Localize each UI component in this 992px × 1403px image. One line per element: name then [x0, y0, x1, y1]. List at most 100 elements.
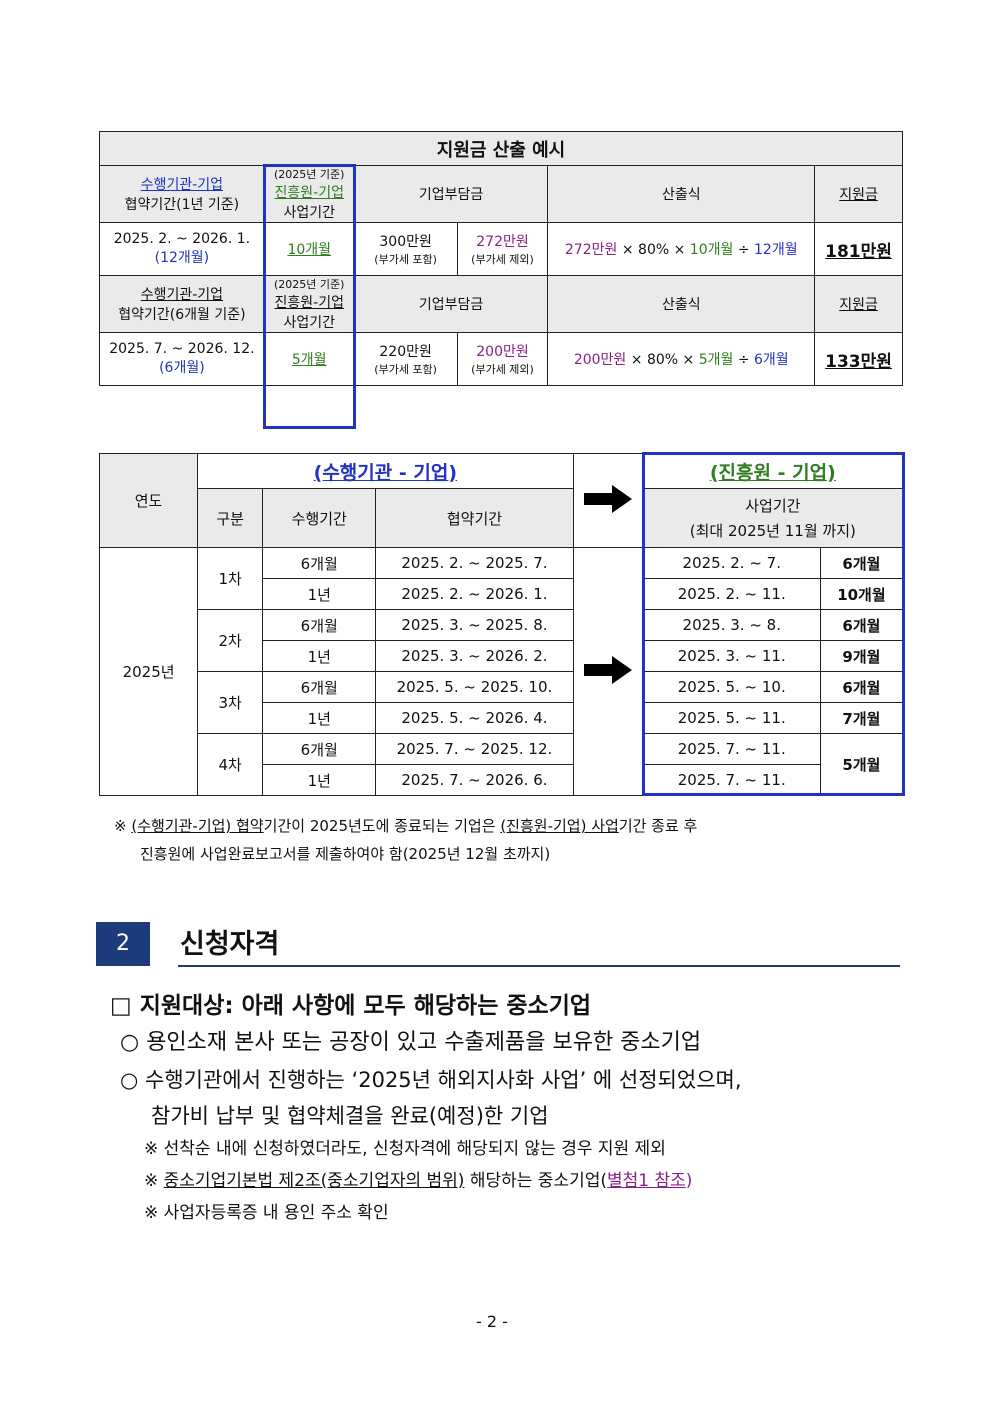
note-part1: (수행기관-기업) 협약 [131, 817, 264, 835]
header-group-right: (진흥원 - 기업) [642, 453, 904, 489]
header-biz-line1: (2025년 기준) [274, 278, 345, 291]
biz-cell: 2025. 2. ~ 11. [642, 578, 821, 610]
period-line1: 2025. 7. ~ 2026. 12. [109, 341, 255, 357]
biz-cell: 2025. 7. ~ 11. [642, 764, 821, 796]
header-contract: 협약기간 [375, 488, 574, 548]
header-biz-line2: 진흥원-기업 [274, 185, 344, 201]
formula-cell: 200만원 × 80% × 5개월 ÷ 6개월 [547, 332, 816, 386]
header-biz-line1: 사업기간 [745, 497, 801, 515]
header-support: 지원금 [814, 165, 903, 223]
support-amount: 181만원 [814, 222, 903, 276]
header-support: 지원금 [814, 275, 903, 333]
sub2-law-link: 중소기업기본법 제2조(중소기업자의 범위) [163, 1171, 465, 1191]
header-biz-period: (2025년 기준) 진흥원-기업 사업기간 [263, 275, 355, 333]
burden-incl-note: (부가세 포함) [374, 363, 437, 376]
section-divider [178, 965, 900, 967]
sub2-mark: ※ [144, 1171, 164, 1191]
sub2-close: ) [685, 1171, 693, 1191]
formula-biz-months: 10개월 [689, 242, 734, 258]
page-number: - 2 - [476, 1312, 508, 1331]
formula-divide: ÷ [733, 352, 755, 368]
header-contract-line2: 협약기간(1년 기준) [124, 197, 240, 213]
header-formula: 산출식 [547, 275, 816, 333]
burden-incl: 300만원 [379, 234, 432, 250]
burden-excl-cell: 200만원 (부가세 제외) [456, 332, 549, 386]
burden-excl-note: (부가세 제외) [471, 253, 534, 266]
biz-cell: 2025. 3. ~ 8. [642, 609, 821, 641]
burden-excl-note: (부가세 제외) [471, 363, 534, 376]
header-contract-line1: 수행기관-기업 [140, 177, 224, 193]
header-contract-period: 수행기관-기업 협약기간(6개월 기준) [99, 275, 265, 333]
biz-period-highlight [263, 164, 356, 429]
sub2-attachment-link: 별첨1 참조 [607, 1171, 686, 1191]
contract-cell: 2025. 7. ~ 2025. 12. [375, 733, 574, 765]
eligibility-heading: □ 지원대상: 아래 사항에 모두 해당하는 중소기업 [110, 993, 592, 1019]
section-number: 2 [96, 922, 150, 966]
formula-amount: 200만원 [573, 352, 627, 368]
formula-rate: × 80% × [617, 242, 690, 258]
formula-biz-months: 5개월 [698, 352, 734, 368]
header-biz-period: (2025년 기준) 진흥원-기업 사업기간 [263, 165, 355, 223]
biz-period-cell: 5개월 [263, 332, 355, 386]
header-biz-line3: 사업기간 [283, 205, 335, 221]
biz-schedule-highlight [642, 452, 905, 796]
duration-cell: 6개월 [262, 733, 377, 765]
note-line1: ※ (수행기관-기업) 협약기간이 2025년도에 종료되는 기업은 (진흥원-… [114, 812, 894, 840]
header-burden: 기업부담금 [353, 275, 549, 333]
contract-cell: 2025. 3. ~ 2025. 8. [375, 609, 574, 641]
duration-cell: 6개월 [262, 609, 377, 641]
burden-excl: 272만원 [476, 234, 529, 250]
months-cell: 10개월 [819, 578, 904, 610]
formula-contract-months: 6개월 [754, 352, 789, 368]
arrow-cell [572, 547, 644, 796]
round-cell: 1차 [197, 547, 264, 610]
duration-cell: 1년 [262, 578, 377, 610]
formula-rate: × 80% × [626, 352, 699, 368]
months-cell: 5개월 [819, 733, 904, 796]
contract-cell: 2025. 7. ~ 2026. 6. [375, 764, 574, 796]
duration-cell: 6개월 [262, 671, 377, 703]
header-burden: 기업부담금 [353, 165, 549, 223]
note-line2: 진흥원에 사업완료보고서를 제출하여야 함(2025년 12월 초까지) [140, 845, 551, 863]
note-mark: ※ [114, 817, 127, 835]
period-line1: 2025. 2. ~ 2026. 1. [113, 231, 251, 247]
calc-table-title: 지원금 산출 예시 [99, 131, 903, 166]
schedule-table: 연도 (수행기관 - 기업) (진흥원 - 기업) 구분 수행기간 협약기간 사… [98, 453, 904, 796]
note-part2: 기간이 2025년도에 종료되는 기업은 [263, 817, 501, 835]
months-cell: 7개월 [819, 702, 904, 734]
section-title: 신청자격 [180, 929, 280, 960]
formula-divide: ÷ [733, 242, 755, 258]
header-biz-line2: (최대 2025년 11월 까지) [689, 522, 856, 540]
arrow-cell [572, 453, 644, 548]
biz-cell: 2025. 5. ~ 10. [642, 671, 821, 703]
duration-cell: 1년 [262, 702, 377, 734]
header-formula: 산출식 [547, 165, 816, 223]
contract-period-cell: 2025. 2. ~ 2026. 1. (12개월) [99, 222, 265, 276]
round-cell: 4차 [197, 733, 264, 796]
contract-cell: 2025. 3. ~ 2026. 2. [375, 640, 574, 672]
formula-contract-months: 12개월 [754, 242, 798, 258]
duration-cell: 1년 [262, 764, 377, 796]
contract-cell: 2025. 2. ~ 2026. 1. [375, 578, 574, 610]
period-line2: (12개월) [154, 250, 210, 266]
burden-incl-cell: 300만원 (부가세 포함) [353, 222, 458, 276]
header-biz-line2: 진흥원-기업 [274, 295, 344, 311]
contract-period-cell: 2025. 7. ~ 2026. 12. (6개월) [99, 332, 265, 386]
burden-excl: 200만원 [476, 344, 529, 360]
eligibility-sub1: ※ 선착순 내에 신청하였더라도, 신청자격에 해당되지 않는 경우 지원 제외 [144, 1139, 666, 1159]
header-contract-period: 수행기관-기업 협약기간(1년 기준) [99, 165, 265, 223]
right-arrow-icon [584, 484, 633, 513]
contract-cell: 2025. 2. ~ 2025. 7. [375, 547, 574, 579]
burden-incl-note: (부가세 포함) [374, 253, 437, 266]
note-part3: (진흥원-기업) 사업 [500, 817, 619, 835]
support-calc-table: 지원금 산출 예시 수행기관-기업 협약기간(1년 기준) (2025년 기준)… [99, 131, 903, 386]
header-contract-line2: 협약기간(6개월 기준) [118, 307, 246, 323]
formula-amount: 272만원 [564, 242, 618, 258]
header-group-left: (수행기관 - 기업) [197, 453, 574, 489]
eligibility-item2-line2: 참가비 납부 및 협약체결을 완료(예정)한 기업 [151, 1104, 549, 1128]
header-biz-period: 사업기간 (최대 2025년 11월 까지) [642, 488, 904, 548]
duration-cell: 1년 [262, 640, 377, 672]
period-line2: (6개월) [159, 360, 205, 376]
burden-incl: 220만원 [379, 344, 432, 360]
header-biz-line1: (2025년 기준) [274, 168, 345, 181]
